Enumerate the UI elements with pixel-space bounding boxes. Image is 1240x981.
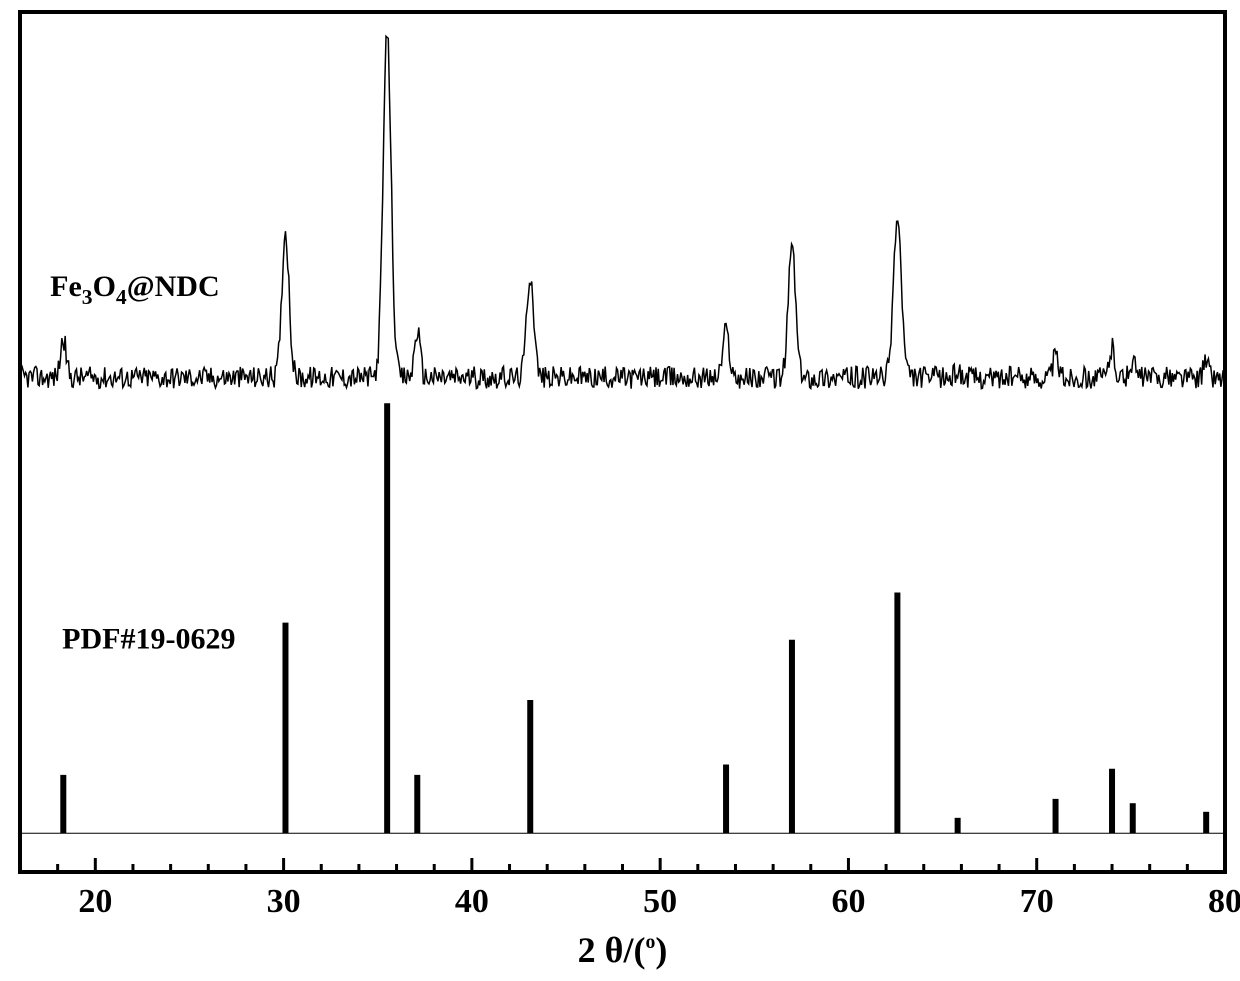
pdf-card-label: PDF#19-0629 (62, 622, 235, 655)
x-axis-label: 2 θ/(o) (578, 930, 668, 970)
x-tick-label: 70 (1020, 883, 1054, 920)
sample-label: Fe3O4@NDC (50, 270, 219, 309)
xrd-figure: PDF#19-0629 Fe3O4@NDC 20 30 40 50 60 70 80 2 θ/(o… (0, 0, 1240, 981)
x-tick-label: 50 (643, 883, 677, 920)
x-tick-label: 60 (831, 883, 865, 920)
xrd-plot-svg: PDF#19-0629 Fe3O4@NDC 20 30 40 50 60 70 80 2 θ/(o… (0, 0, 1240, 981)
x-tick-label: 80 (1208, 883, 1240, 920)
x-tick-label: 30 (267, 883, 301, 920)
x-tick-label: 40 (455, 883, 489, 920)
xrd-trace (20, 36, 1224, 388)
x-tick-label: 20 (78, 883, 112, 920)
